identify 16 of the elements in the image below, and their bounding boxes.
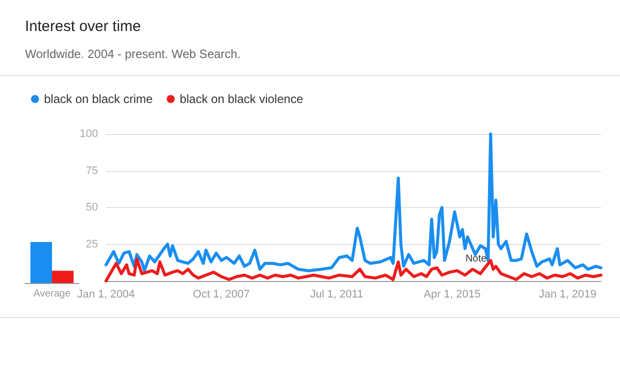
legend-label: black on black crime	[44, 92, 154, 106]
x-tick-label: Oct 1, 2007	[192, 288, 250, 300]
x-tick-label: Jan 1, 2004	[77, 288, 135, 300]
line-series	[104, 132, 602, 272]
y-tick-label: 75	[86, 164, 98, 177]
annotation: Note	[465, 254, 487, 264]
legend-label: black on black violence	[180, 92, 304, 106]
chart-subtitle: Worldwide. 2004 - present. Web Search.	[25, 47, 241, 61]
y-tick-label: 25	[86, 238, 98, 250]
y-tick-label: 100	[80, 128, 98, 140]
x-tick-label: Jan 1, 2019	[538, 288, 596, 300]
x-tick-label: Apr 1, 2015	[424, 288, 481, 300]
y-tick-label: 50	[86, 202, 98, 214]
chart-title: Interest over time	[25, 18, 141, 35]
x-tick-label: Jul 1, 2011	[310, 288, 364, 300]
x-tick-label: Average	[33, 288, 71, 300]
